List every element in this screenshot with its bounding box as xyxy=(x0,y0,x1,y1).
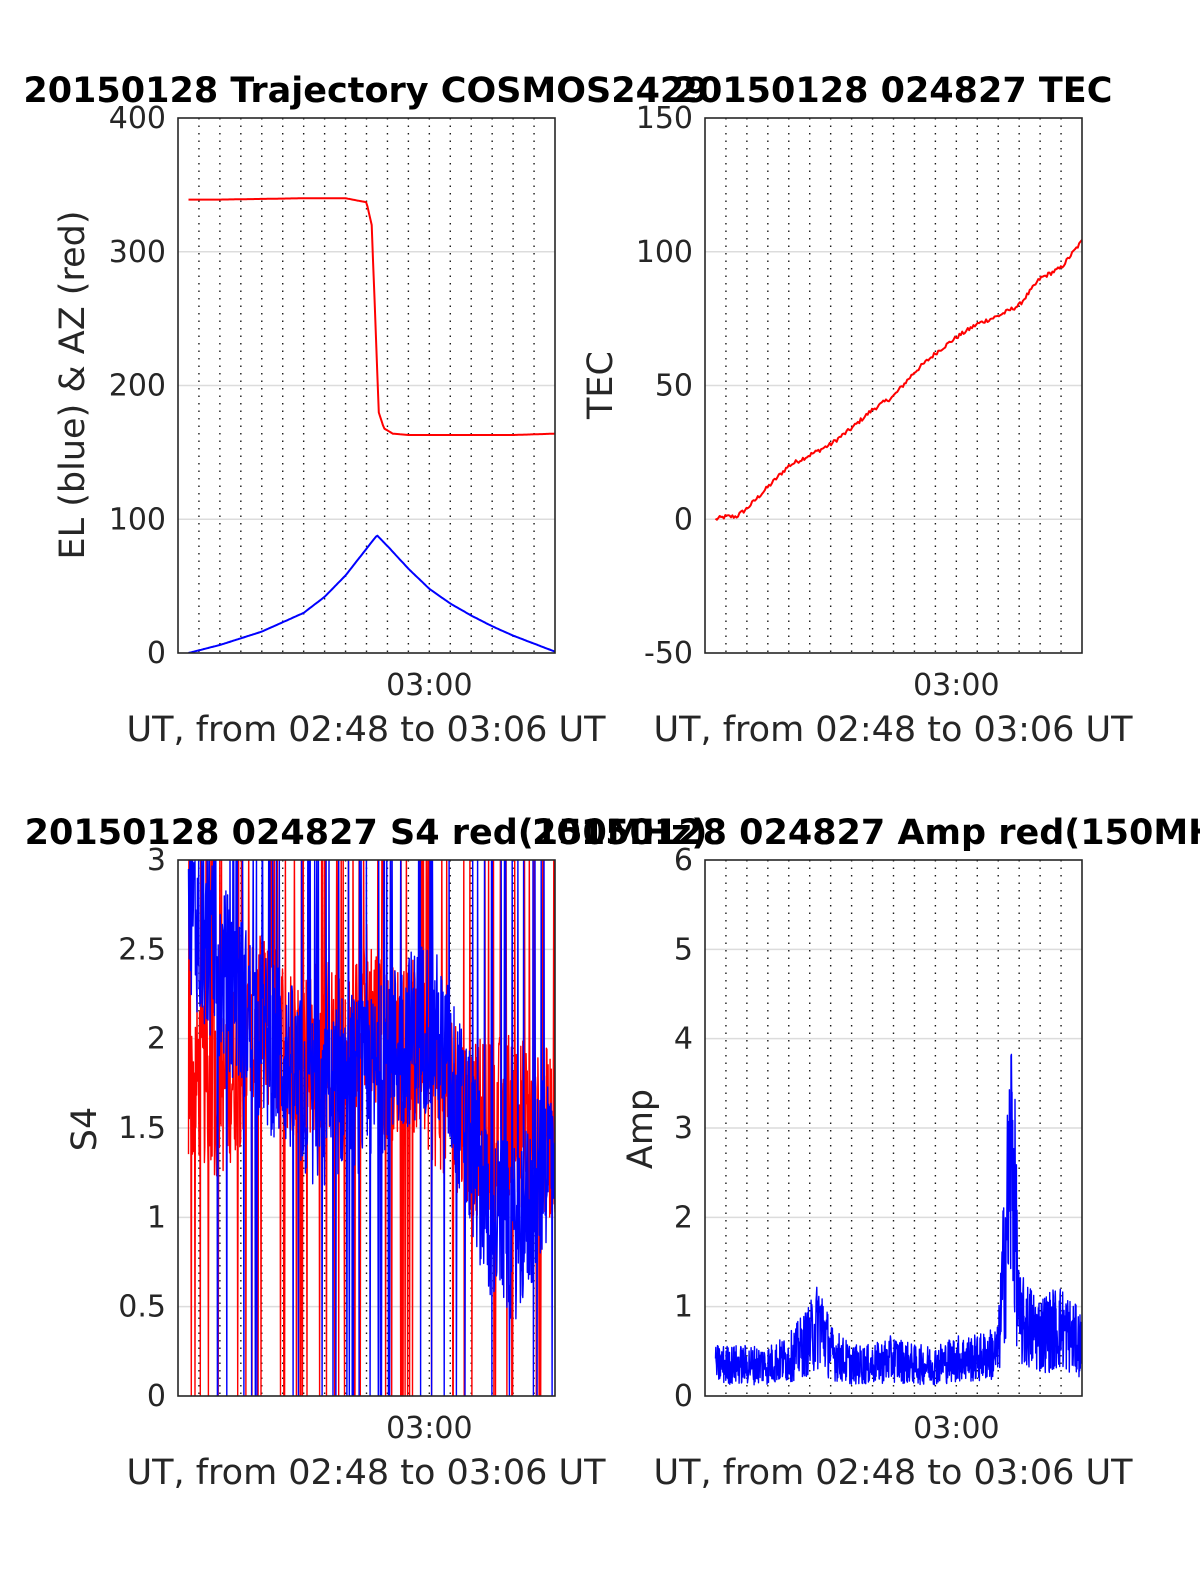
series-line xyxy=(714,239,1082,521)
y-tick-label: 3 xyxy=(147,843,166,878)
series-group xyxy=(188,197,555,653)
chart-title: 20150128 024827 S4 red(150MHz) xyxy=(25,813,708,853)
x-tick-label: 03:00 xyxy=(386,668,472,703)
axes-frame xyxy=(177,117,556,654)
plot-area: 0 100 200 300 400 03:00 xyxy=(109,101,556,703)
y-tick-label: 300 xyxy=(109,235,166,270)
x-tick-label: 03:00 xyxy=(913,668,999,703)
series-group xyxy=(714,239,1082,521)
plot-area: 0 1 2 3 4 5 6 03:00 xyxy=(674,843,1083,1446)
chart-title: 20150128 024827 TEC xyxy=(674,71,1113,111)
x-axis-label: UT, from 02:48 to 03:06 UT xyxy=(653,1453,1133,1493)
y-tick-label: 2.5 xyxy=(118,932,166,967)
series-line xyxy=(188,197,555,436)
y-tick-label: 4 xyxy=(674,1022,693,1057)
y-tick-label: 2 xyxy=(674,1200,693,1235)
x-axis-label: UT, from 02:48 to 03:06 UT xyxy=(126,1453,606,1493)
y-tick-label: 5 xyxy=(674,932,693,967)
y-tick-label: 1.5 xyxy=(118,1111,166,1146)
series-group xyxy=(187,860,555,1396)
y-axis-label: S4 xyxy=(65,1107,105,1152)
x-tick-label: 03:00 xyxy=(386,1411,472,1446)
y-tick-label: 200 xyxy=(109,369,166,404)
y-tick-label: 50 xyxy=(655,369,693,404)
y-tick-label: 100 xyxy=(109,502,166,537)
x-axis-label: UT, from 02:48 to 03:06 UT xyxy=(126,710,606,750)
axes-frame xyxy=(177,859,556,1397)
x-axis-label: UT, from 02:48 to 03:06 UT xyxy=(653,710,1133,750)
x-tick-label: 03:00 xyxy=(913,1411,999,1446)
y-tick-label: 2 xyxy=(147,1022,166,1057)
plot-area: 0 0.5 1 1.5 2 2.5 3 03:00 xyxy=(118,843,556,1446)
series-line xyxy=(188,534,555,653)
panel-s4: 20150128 024827 S4 red(150MHz) UT, from … xyxy=(25,813,708,1493)
axes-frame xyxy=(704,859,1083,1397)
series-line xyxy=(714,1053,1082,1386)
series-line xyxy=(187,860,555,1396)
y-axis-label: TEC xyxy=(581,351,621,420)
y-tick-label: 0 xyxy=(674,1379,693,1414)
y-tick-label: 0 xyxy=(147,1379,166,1414)
y-axis-label: EL (blue) & AZ (red) xyxy=(53,211,93,560)
panel-tec: 20150128 024827 TEC UT, from 02:48 to 03… xyxy=(581,71,1133,750)
y-tick-label: 1 xyxy=(674,1290,693,1325)
panel-trajectory: 20150128 Trajectory COSMOS2429 UT, from … xyxy=(23,71,708,750)
y-tick-label: 1 xyxy=(147,1200,166,1235)
y-tick-label: 0 xyxy=(147,636,166,671)
plot-area: -50 0 50 100 150 03:00 xyxy=(636,101,1083,703)
chart-title: 20150128 Trajectory COSMOS2429 xyxy=(23,71,708,111)
y-tick-label: 0 xyxy=(674,502,693,537)
chart-title: 20150128 024827 Amp red(150MHz) xyxy=(532,813,1200,853)
y-tick-label: 3 xyxy=(674,1111,693,1146)
y-tick-label: 150 xyxy=(636,101,693,136)
y-tick-label: -50 xyxy=(644,636,693,671)
panel-amp: 20150128 024827 Amp red(150MHz) UT, from… xyxy=(532,813,1200,1493)
y-axis-label: Amp xyxy=(621,1089,661,1169)
axes-frame xyxy=(704,117,1083,654)
series-group xyxy=(714,1034,1082,1386)
y-tick-label: 6 xyxy=(674,843,693,878)
y-tick-label: 100 xyxy=(636,235,693,270)
y-tick-label: 400 xyxy=(109,101,166,136)
y-tick-label: 0.5 xyxy=(118,1290,166,1325)
